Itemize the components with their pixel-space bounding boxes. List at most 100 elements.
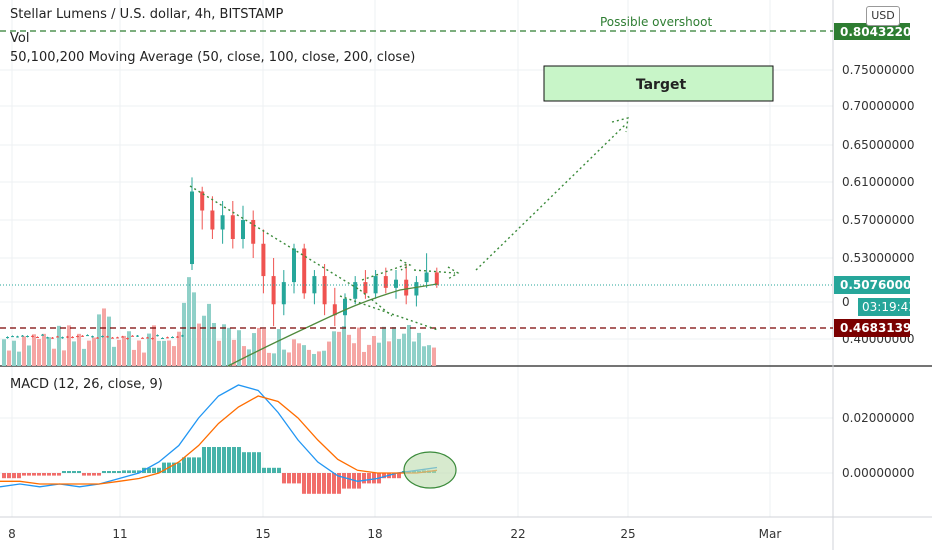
candle-body	[41, 334, 44, 336]
volume-bar	[367, 344, 371, 366]
volume-bar	[407, 324, 411, 366]
macd-histogram-bar	[27, 473, 31, 476]
macd-histogram-bar	[232, 447, 236, 473]
macd-histogram-bar	[247, 452, 251, 473]
macd-histogram-bar	[177, 462, 181, 473]
candle-body	[116, 337, 119, 339]
macd-histogram-bar	[392, 473, 396, 479]
macd-highlight-ellipse	[403, 451, 457, 489]
candle-body	[176, 336, 179, 338]
countdown-label: 03:19:43	[862, 300, 916, 314]
candle-body	[414, 282, 419, 296]
volume-bar	[12, 340, 16, 366]
macd-histogram-bar	[237, 447, 241, 473]
macd-histogram-bar	[52, 473, 56, 476]
volume-bar	[317, 351, 321, 366]
breakout-arrowhead-2	[447, 266, 460, 280]
time-tick-label: 8	[8, 527, 16, 541]
macd-histogram-bar	[342, 473, 346, 489]
price-tick-label: 0.57000000	[842, 213, 915, 227]
support-price-badge	[834, 319, 910, 337]
candle-body	[51, 337, 54, 339]
macd-histogram-bar	[347, 473, 351, 489]
candles	[6, 177, 439, 340]
volume-bar	[217, 340, 221, 366]
volume-bar	[157, 340, 161, 366]
candle-body	[91, 336, 94, 338]
macd-histogram-bar	[92, 473, 96, 476]
volume-bar	[117, 339, 121, 366]
volume-bar	[152, 325, 156, 366]
volume-bar	[257, 327, 261, 366]
volume-bar	[297, 343, 301, 366]
price-tick-label: 0.65000000	[842, 138, 915, 152]
macd-histogram-bar	[262, 467, 266, 473]
price-tick-label: 0.53000000	[842, 251, 915, 265]
macd-histogram-bar	[382, 473, 386, 479]
candle-body	[61, 337, 64, 339]
breakout-arrow-2	[413, 269, 456, 274]
macd-histogram-bar	[67, 471, 71, 473]
overshoot-price-badge	[834, 23, 910, 40]
macd-histogram-bar	[192, 457, 196, 473]
volume-bar	[402, 333, 406, 366]
macd-histogram-bar	[37, 473, 41, 476]
candle-body	[181, 335, 184, 337]
candle-body	[141, 337, 144, 339]
candle-body	[36, 337, 39, 339]
volume-bar	[112, 346, 116, 366]
volume-bar	[197, 323, 201, 366]
candle-body	[66, 336, 69, 338]
volume-bar	[77, 333, 81, 366]
macd-histogram-bar	[292, 473, 296, 484]
macd-histogram-bar	[332, 473, 336, 494]
candle-body	[6, 337, 9, 339]
currency-button[interactable]: USD	[866, 6, 900, 26]
volume-bar	[427, 345, 431, 366]
volume-bar	[267, 352, 271, 366]
volume-bar	[327, 341, 331, 366]
volume-bar	[62, 350, 66, 366]
macd-histogram-bar	[277, 467, 281, 473]
candle-body	[220, 215, 225, 230]
volume-bar	[42, 333, 46, 366]
volume-bar	[67, 325, 71, 366]
chart-annotations: Possible overshoot Target	[0, 15, 833, 331]
macd-histogram-bar	[297, 473, 301, 484]
volume-bar	[392, 327, 396, 366]
upper-trendline	[189, 185, 361, 291]
candle-body	[56, 336, 59, 338]
macd-histogram-bar	[127, 470, 131, 473]
volume-bar	[307, 349, 311, 366]
macd-histogram-bar	[362, 473, 366, 484]
macd-histogram-bar	[117, 471, 121, 473]
volume-bar	[292, 339, 296, 366]
macd-histogram-bar	[222, 447, 226, 473]
volume-bar	[377, 342, 381, 366]
countdown-badge	[858, 298, 910, 316]
candle-body	[86, 335, 89, 337]
volume-bar	[337, 331, 341, 366]
volume-bar	[227, 327, 231, 366]
candle-body	[261, 243, 266, 277]
volume-bar	[177, 331, 181, 366]
volume-bar	[352, 343, 356, 366]
macd-histogram-bar	[172, 462, 176, 473]
volume-bar	[387, 341, 391, 366]
time-tick-label: 11	[112, 527, 127, 541]
volume-bar	[57, 325, 61, 366]
macd-line	[0, 384, 438, 488]
volume-bar	[252, 333, 256, 366]
candle-body	[322, 276, 327, 305]
time-tick-label: 22	[510, 527, 525, 541]
volume-bar	[382, 326, 386, 366]
candle-body	[281, 282, 286, 305]
price-tick-label: 0.61000000	[842, 175, 915, 189]
macd-histogram-bar	[7, 473, 11, 479]
macd-histogram-bar	[302, 473, 306, 494]
macd-histogram-bar	[207, 447, 211, 473]
macd-histogram-bar	[397, 473, 401, 479]
candle-body	[161, 338, 164, 340]
candle-body	[106, 336, 109, 338]
